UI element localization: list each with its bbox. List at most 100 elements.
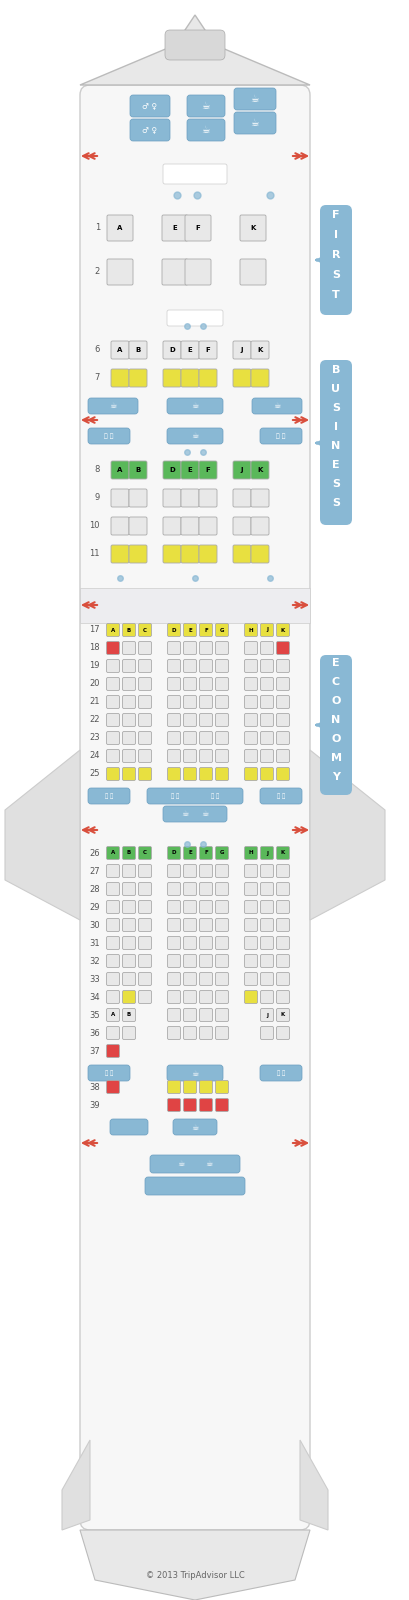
Text: A: A	[111, 1013, 115, 1018]
Text: ☕: ☕	[191, 402, 199, 411]
FancyBboxPatch shape	[216, 1008, 229, 1021]
Text: 8: 8	[94, 466, 100, 475]
FancyBboxPatch shape	[261, 955, 274, 968]
Text: D: D	[169, 467, 175, 474]
FancyBboxPatch shape	[184, 768, 196, 781]
FancyBboxPatch shape	[233, 461, 251, 478]
Text: 31: 31	[90, 939, 100, 947]
Text: ☕: ☕	[201, 810, 209, 819]
FancyBboxPatch shape	[123, 990, 135, 1003]
FancyBboxPatch shape	[276, 768, 290, 781]
FancyBboxPatch shape	[276, 714, 290, 726]
FancyBboxPatch shape	[123, 714, 135, 726]
Text: J: J	[266, 851, 268, 856]
FancyBboxPatch shape	[276, 936, 290, 949]
Text: B: B	[127, 627, 131, 632]
FancyBboxPatch shape	[165, 30, 225, 59]
Text: 🚹 🚺: 🚹 🚺	[277, 794, 285, 798]
FancyBboxPatch shape	[251, 461, 269, 478]
Text: E: E	[188, 851, 192, 856]
FancyBboxPatch shape	[168, 864, 180, 877]
FancyBboxPatch shape	[106, 749, 119, 763]
Text: 1: 1	[95, 224, 100, 232]
FancyBboxPatch shape	[261, 696, 274, 709]
FancyBboxPatch shape	[168, 696, 180, 709]
FancyBboxPatch shape	[276, 1008, 290, 1021]
FancyBboxPatch shape	[245, 973, 258, 986]
FancyBboxPatch shape	[129, 341, 147, 358]
FancyBboxPatch shape	[320, 205, 352, 315]
FancyBboxPatch shape	[199, 546, 217, 563]
FancyBboxPatch shape	[123, 749, 135, 763]
FancyBboxPatch shape	[111, 370, 129, 387]
Text: A: A	[111, 627, 115, 632]
FancyBboxPatch shape	[261, 677, 274, 691]
FancyBboxPatch shape	[184, 1080, 196, 1093]
Text: 19: 19	[90, 661, 100, 670]
Text: G: G	[220, 851, 224, 856]
FancyBboxPatch shape	[168, 990, 180, 1003]
FancyBboxPatch shape	[167, 310, 223, 326]
FancyBboxPatch shape	[184, 955, 196, 968]
Text: N: N	[331, 442, 341, 451]
FancyBboxPatch shape	[123, 677, 135, 691]
FancyBboxPatch shape	[181, 490, 199, 507]
FancyBboxPatch shape	[187, 94, 225, 117]
FancyBboxPatch shape	[245, 659, 258, 672]
Text: J: J	[266, 627, 268, 632]
FancyBboxPatch shape	[163, 490, 181, 507]
FancyBboxPatch shape	[216, 955, 229, 968]
FancyBboxPatch shape	[167, 398, 223, 414]
Text: ☕: ☕	[177, 1160, 185, 1168]
Text: H: H	[249, 627, 253, 632]
FancyBboxPatch shape	[245, 749, 258, 763]
Text: 24: 24	[90, 752, 100, 760]
Text: K: K	[257, 347, 263, 354]
Text: 34: 34	[90, 992, 100, 1002]
FancyBboxPatch shape	[168, 1099, 180, 1112]
Text: 37: 37	[89, 1046, 100, 1056]
FancyBboxPatch shape	[106, 864, 119, 877]
Text: 🚹 🚺: 🚹 🚺	[104, 434, 114, 438]
FancyBboxPatch shape	[200, 936, 213, 949]
FancyBboxPatch shape	[276, 918, 290, 931]
FancyBboxPatch shape	[150, 1155, 240, 1173]
Text: A: A	[117, 467, 123, 474]
Text: C: C	[143, 851, 147, 856]
Text: K: K	[281, 851, 285, 856]
FancyBboxPatch shape	[111, 546, 129, 563]
FancyBboxPatch shape	[200, 624, 213, 637]
FancyBboxPatch shape	[245, 642, 258, 654]
Text: 🚹 🚺: 🚹 🚺	[171, 794, 179, 798]
FancyBboxPatch shape	[184, 1008, 196, 1021]
FancyBboxPatch shape	[200, 696, 213, 709]
FancyBboxPatch shape	[184, 696, 196, 709]
FancyBboxPatch shape	[106, 955, 119, 968]
Text: ☕: ☕	[202, 101, 210, 110]
FancyBboxPatch shape	[245, 883, 258, 896]
FancyBboxPatch shape	[245, 936, 258, 949]
Text: T: T	[332, 290, 340, 301]
FancyBboxPatch shape	[261, 936, 274, 949]
Text: I: I	[334, 422, 338, 432]
Text: ☕: ☕	[191, 1123, 199, 1131]
FancyBboxPatch shape	[320, 654, 352, 795]
FancyBboxPatch shape	[168, 883, 180, 896]
FancyBboxPatch shape	[110, 1118, 148, 1134]
FancyBboxPatch shape	[106, 1008, 119, 1021]
FancyBboxPatch shape	[139, 624, 151, 637]
FancyBboxPatch shape	[106, 659, 119, 672]
FancyBboxPatch shape	[184, 936, 196, 949]
FancyBboxPatch shape	[181, 370, 199, 387]
FancyBboxPatch shape	[106, 918, 119, 931]
FancyBboxPatch shape	[123, 973, 135, 986]
FancyBboxPatch shape	[276, 846, 290, 859]
Text: E: E	[173, 226, 178, 230]
FancyBboxPatch shape	[88, 1066, 130, 1082]
FancyBboxPatch shape	[216, 990, 229, 1003]
FancyBboxPatch shape	[184, 846, 196, 859]
Text: M: M	[330, 754, 342, 763]
Text: E: E	[188, 347, 192, 354]
FancyBboxPatch shape	[111, 490, 129, 507]
FancyBboxPatch shape	[139, 749, 151, 763]
